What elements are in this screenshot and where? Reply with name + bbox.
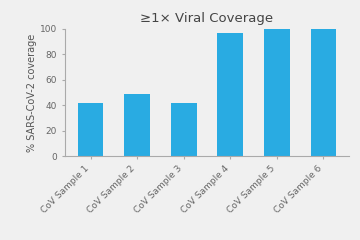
Bar [124, 94, 150, 156]
Title: ≥1× Viral Coverage: ≥1× Viral Coverage [140, 12, 274, 25]
Bar [311, 29, 336, 156]
Bar [264, 30, 290, 156]
Bar [171, 102, 197, 156]
Bar [217, 33, 243, 156]
Y-axis label: % SARS-CoV-2 coverage: % SARS-CoV-2 coverage [27, 33, 37, 151]
Bar [78, 102, 103, 156]
